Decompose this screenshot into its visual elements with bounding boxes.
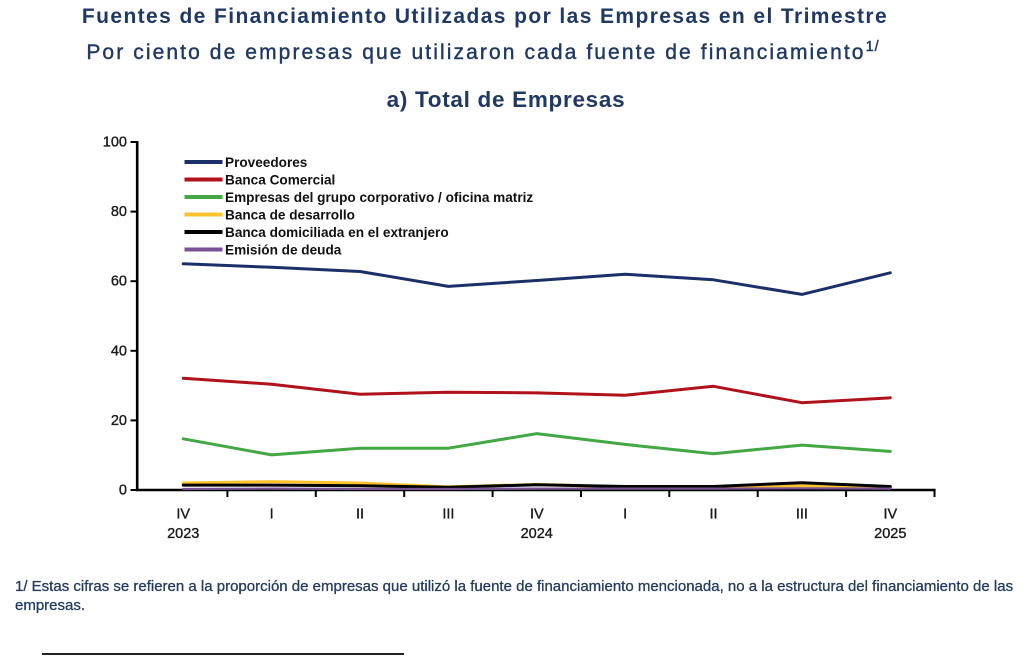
svg-text:Proveedores: Proveedores [225, 155, 307, 170]
svg-text:Banca de desarrollo: Banca de desarrollo [225, 208, 355, 223]
svg-text:60: 60 [111, 274, 127, 290]
svg-text:I: I [623, 507, 627, 523]
svg-text:IV: IV [883, 507, 897, 523]
svg-text:0: 0 [119, 483, 127, 499]
svg-text:20: 20 [111, 413, 127, 429]
svg-text:II: II [709, 507, 717, 523]
svg-text:Banca domiciliada en el extran: Banca domiciliada en el extranjero [225, 225, 449, 240]
svg-text:Empresas del grupo corporativo: Empresas del grupo corporativo / oficina… [225, 190, 533, 205]
svg-text:IV: IV [530, 507, 544, 523]
svg-text:100: 100 [103, 135, 127, 151]
svg-text:80: 80 [111, 204, 127, 220]
svg-text:II: II [356, 507, 364, 523]
svg-text:2023: 2023 [167, 526, 199, 542]
svg-text:2025: 2025 [874, 526, 906, 542]
svg-text:IV: IV [176, 507, 190, 523]
svg-text:40: 40 [111, 343, 127, 359]
svg-text:Banca Comercial: Banca Comercial [225, 173, 335, 188]
svg-text:Emisión de deuda: Emisión de deuda [225, 243, 342, 258]
svg-text:III: III [796, 507, 808, 523]
svg-text:III: III [442, 507, 454, 523]
svg-text:2024: 2024 [521, 526, 553, 542]
svg-text:I: I [270, 507, 274, 523]
